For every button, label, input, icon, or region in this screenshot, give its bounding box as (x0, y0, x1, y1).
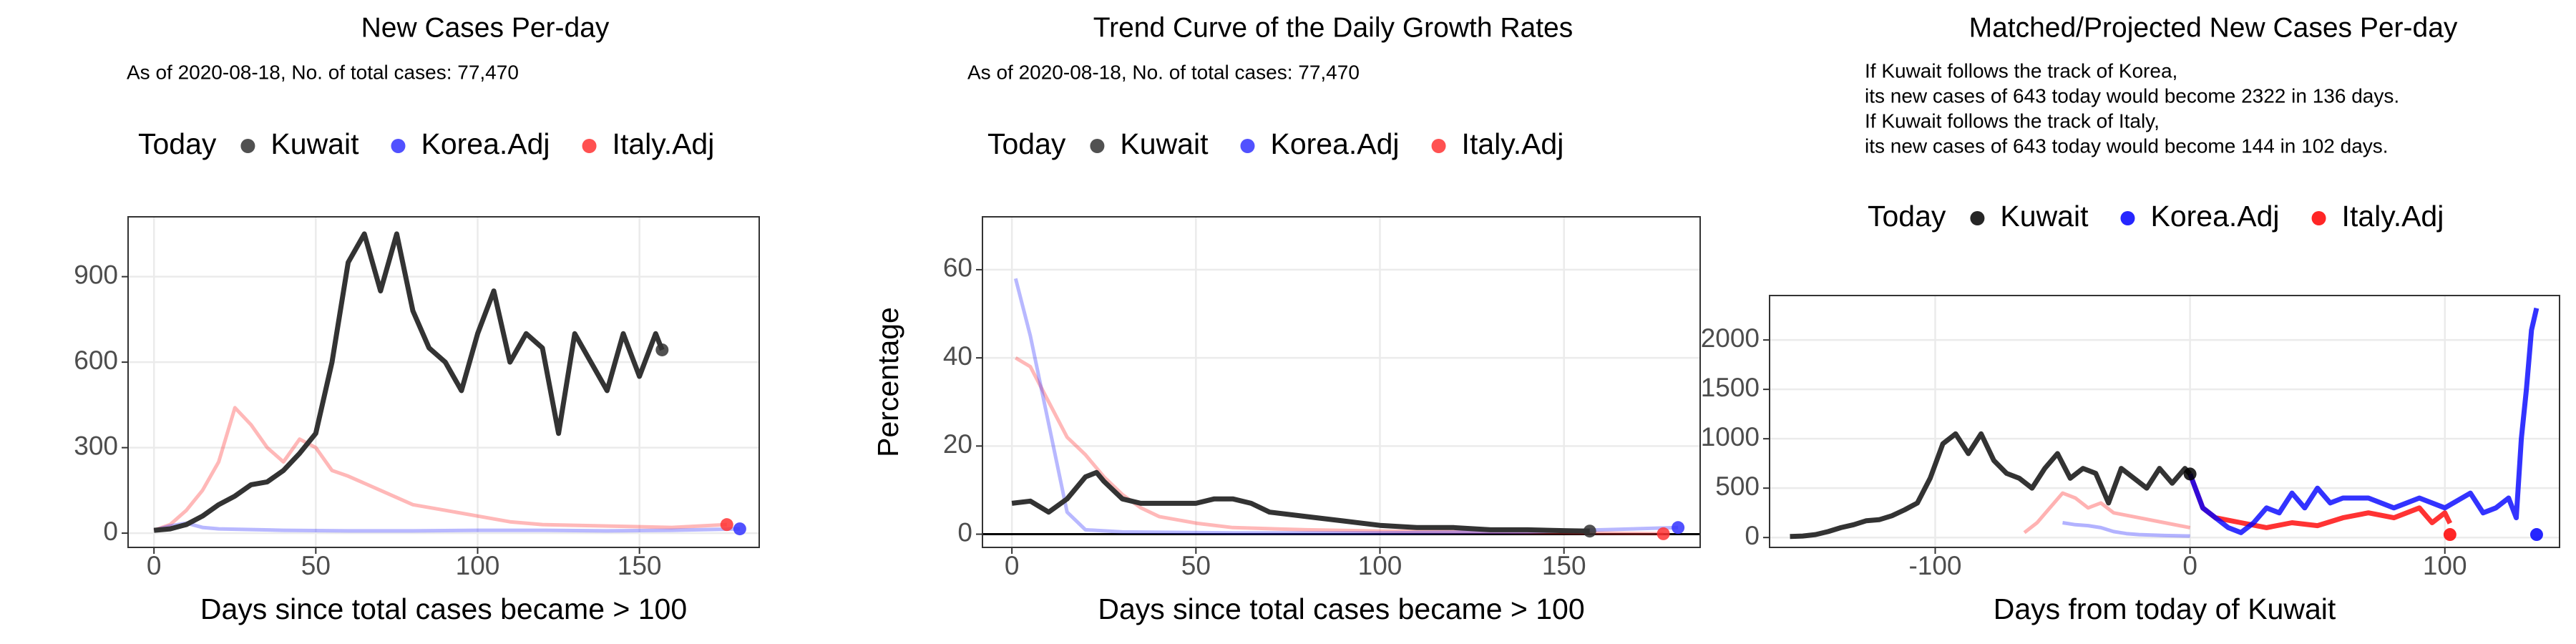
legend-swatch (1240, 139, 1255, 153)
x-tick-label: 0 (1005, 551, 1020, 580)
annotation: If Kuwait follows the track of Italy, (1865, 109, 2160, 132)
chart-title: New Cases Per-day (361, 12, 610, 43)
x-tick-label: 150 (618, 551, 662, 580)
series-line (2187, 307, 2540, 535)
legend-label: Korea.Adj (421, 127, 550, 160)
y-tick-label: 500 (1715, 472, 1760, 501)
today-point (720, 518, 733, 532)
x-tick-label: 50 (301, 551, 331, 580)
y-tick-label: 40 (943, 341, 972, 371)
x-tick-label: 100 (456, 551, 500, 580)
annotation: its new cases of 643 today would become … (1865, 84, 2399, 107)
legend-label: Kuwait (2000, 200, 2089, 233)
series-line (1015, 356, 1664, 536)
x-tick-label: -100 (1908, 551, 1961, 580)
series-line (153, 406, 727, 532)
legend-swatch (1970, 211, 1985, 225)
today-point (733, 522, 746, 536)
plot-border (127, 216, 760, 548)
legend-title: Today (138, 127, 217, 160)
y-tick-label: 1000 (1701, 422, 1760, 452)
series-line (1013, 278, 1679, 535)
y-tick-label: 900 (74, 260, 118, 289)
y-tick-label: 2000 (1701, 323, 1760, 353)
legend-title: Today (1868, 200, 1946, 233)
y-axis-label: Percentage (872, 307, 904, 457)
plot-border (1769, 295, 2560, 548)
x-tick-label: 100 (2423, 551, 2467, 580)
annotation: its new cases of 643 today would become … (1865, 135, 2389, 157)
legend-swatch (2120, 211, 2135, 225)
legend-swatch (1090, 139, 1105, 153)
legend-swatch (2311, 211, 2326, 225)
history-line (2062, 521, 2190, 538)
chart-title: Matched/Projected New Cases Per-day (1969, 12, 2458, 43)
y-tick-label: 60 (943, 253, 972, 283)
legend-label: Italy.Adj (2342, 200, 2444, 233)
legend-label: Korea.Adj (1270, 127, 1399, 160)
y-tick-label: 0 (103, 517, 118, 546)
x-tick-label: 0 (147, 551, 162, 580)
y-tick-label: 20 (943, 429, 972, 459)
series-line (1011, 469, 1590, 534)
x-tick-label: 0 (2182, 551, 2197, 580)
x-tick-label: 150 (1542, 551, 1586, 580)
history-line (2023, 491, 2191, 535)
x-tick-label: 100 (1358, 551, 1402, 580)
plot-background (128, 217, 759, 547)
today-point (2183, 467, 2197, 481)
series-line (153, 231, 665, 533)
y-tick-label: 0 (957, 517, 972, 547)
series-line (1790, 431, 2192, 540)
plot-background (982, 217, 1700, 547)
chart-subtitle: As of 2020-08-18, No. of total cases: 77… (127, 61, 519, 83)
legend-label: Kuwait (1120, 127, 1209, 160)
today-point (2443, 528, 2457, 542)
plot-border (982, 216, 1701, 548)
legend-label: Italy.Adj (1462, 127, 1564, 160)
legend-swatch (391, 139, 406, 153)
x-axis-label: Days since total cases became > 100 (1098, 592, 1584, 625)
y-tick-label: 0 (1745, 521, 1760, 550)
legend-label: Italy.Adj (613, 127, 715, 160)
today-point (1583, 525, 1596, 538)
chart-title: Trend Curve of the Daily Growth Rates (1093, 12, 1573, 43)
legend-label: Korea.Adj (2150, 200, 2279, 233)
today-point (2529, 528, 2543, 542)
chart-subtitle: As of 2020-08-18, No. of total cases: 77… (967, 61, 1360, 83)
y-tick-label: 1500 (1701, 373, 1760, 402)
legend-swatch (1431, 139, 1446, 153)
today-point (655, 343, 669, 356)
y-tick-label: 600 (74, 346, 118, 375)
x-axis-label: Days from today of Kuwait (1994, 592, 2336, 625)
legend-swatch (582, 139, 597, 153)
plot-background (1770, 296, 2560, 547)
legend-title: Today (987, 127, 1066, 160)
legend-swatch (240, 139, 255, 153)
annotation: If Kuwait follows the track of Korea, (1865, 59, 2177, 82)
today-point (1657, 527, 1670, 540)
legend-label: Kuwait (270, 127, 359, 160)
y-tick-label: 300 (74, 431, 118, 460)
today-point (1672, 521, 1685, 535)
x-axis-label: Days since total cases became > 100 (200, 592, 687, 625)
x-tick-label: 50 (1181, 551, 1211, 580)
